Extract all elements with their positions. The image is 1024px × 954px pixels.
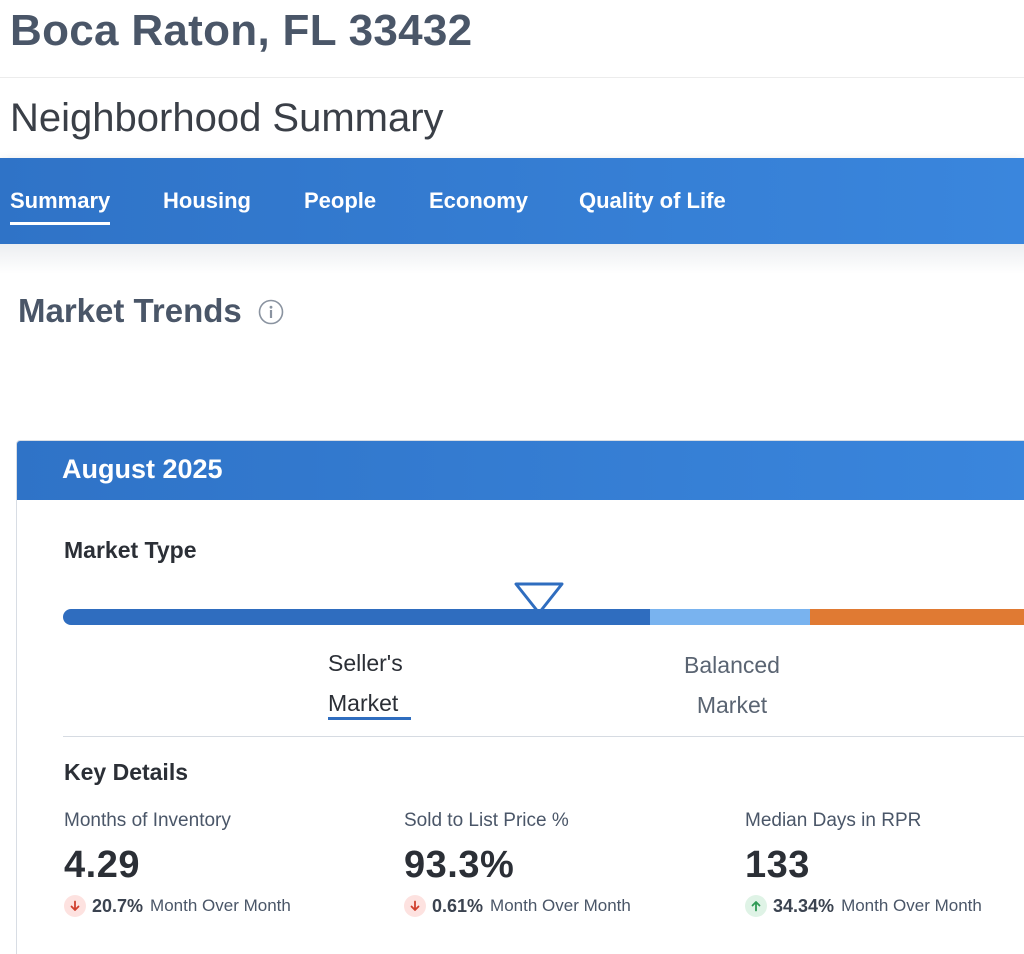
balanced-market-line2: Market [696, 692, 768, 718]
change-period: Month Over Month [490, 896, 631, 915]
address-title: Boca Raton, FL 33432 [10, 6, 473, 55]
arrow-down-icon [64, 895, 86, 917]
sellers-market-line2: Market [328, 690, 399, 716]
metric-value: 133 [745, 844, 810, 886]
scale-segment-seller [63, 609, 650, 625]
triangle-down-marker-icon [514, 582, 564, 615]
market-type-label: Market Type [64, 537, 197, 563]
market-trends-heading: Market Trends [18, 292, 242, 329]
page-subtitle: Neighborhood Summary [10, 96, 444, 140]
card-header: August 2025 [17, 441, 1024, 500]
metric-median-days-in-rpr: Median Days in RPR 133 34.34% Month Over… [745, 810, 1024, 917]
change-percent: 0.61% [432, 895, 484, 916]
tab-people[interactable]: People [304, 188, 377, 213]
market-trends-card: August 2025 Market Type Seller's Market … [16, 440, 1024, 954]
metric-change: 34.34% Month Over Month [745, 895, 1024, 917]
period-title: August 2025 [62, 454, 223, 484]
section-nav-bar: Summary Housing People Economy Quality o… [0, 158, 1024, 244]
change-period: Month Over Month [150, 896, 291, 915]
metric-value: 93.3% [404, 844, 515, 886]
tab-summary[interactable]: Summary [10, 188, 111, 225]
change-percent: 34.34% [773, 895, 835, 916]
header-divider [0, 77, 1024, 78]
arrow-down-icon [404, 895, 426, 917]
info-circle-icon[interactable] [258, 299, 284, 325]
balanced-market-line1: Balanced [684, 652, 780, 678]
tab-housing[interactable]: Housing [163, 188, 251, 213]
tab-economy[interactable]: Economy [429, 188, 529, 213]
scale-segment-balanced [650, 609, 810, 625]
change-period: Month Over Month [841, 896, 982, 915]
metric-sold-to-list-price: Sold to List Price % 93.3% 0.61% Month O… [404, 810, 704, 917]
sellers-market-line1: Seller's [328, 650, 403, 676]
sellers-market-label[interactable]: Seller's Market [328, 643, 403, 723]
arrow-up-icon [745, 895, 767, 917]
metric-label: Median Days in RPR [745, 810, 922, 831]
balanced-market-label[interactable]: Balanced Market [637, 645, 827, 725]
metric-label: Months of Inventory [64, 810, 231, 831]
change-percent: 20.7% [92, 895, 144, 916]
market-type-scale [63, 609, 1024, 625]
metric-months-of-inventory: Months of Inventory 4.29 20.7% Month Ove… [64, 810, 364, 917]
scale-segment-buyer [810, 609, 1024, 625]
metric-label: Sold to List Price % [404, 810, 569, 831]
metric-change: 20.7% Month Over Month [64, 895, 364, 917]
section-divider [63, 736, 1024, 737]
key-details-label: Key Details [64, 759, 189, 785]
metric-value: 4.29 [64, 844, 140, 886]
sellers-market-selected-underline [328, 717, 411, 720]
tab-quality-of-life[interactable]: Quality of Life [579, 188, 726, 213]
metric-change: 0.61% Month Over Month [404, 895, 704, 917]
nav-shadow [0, 244, 1024, 274]
